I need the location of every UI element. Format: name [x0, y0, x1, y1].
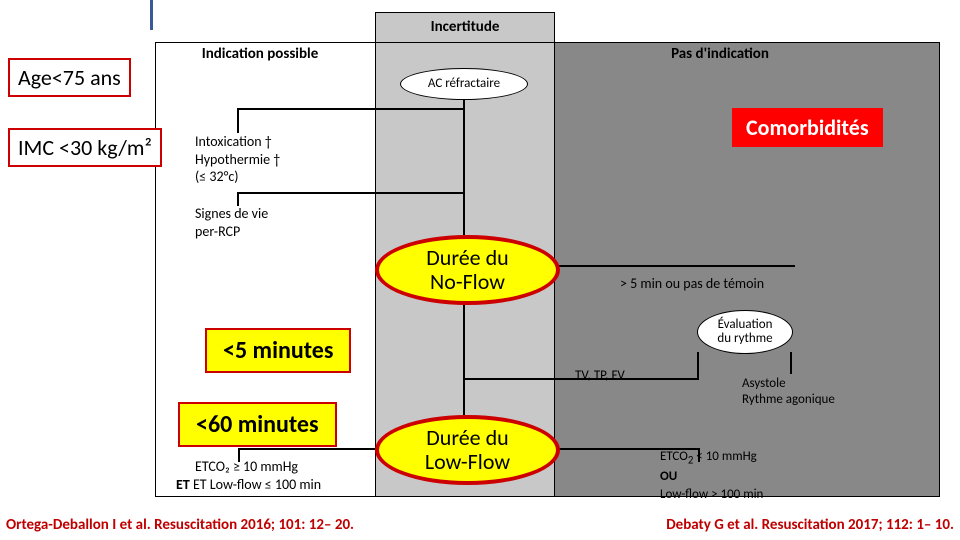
box-imc: IMC <30 kg/m²: [8, 128, 162, 167]
arrow-vertical-main: [463, 100, 465, 235]
arrow-vertical-2: [463, 300, 465, 415]
box-lt5min-label: <5 minutes: [223, 336, 333, 365]
node-ac-refractaire: AC réfractaire: [400, 68, 528, 100]
box-imc-label: IMC <30 kg/m²: [18, 134, 152, 161]
arrow-eval-down-right: [790, 352, 792, 374]
highlight-lowflow: Durée du Low-Flow: [375, 415, 560, 485]
column-header-no-indication: Pas d'indication: [580, 45, 860, 63]
box-comorbidites-label: Comorbidités: [746, 114, 869, 141]
box-lt5min: <5 minutes: [205, 328, 351, 373]
text-signes: Signes de vie per-RCP: [195, 205, 268, 240]
arrow-left-drop-2: [237, 192, 239, 206]
text-intoxication: Intoxication † Hypothermie † (≤ 32°c): [195, 133, 280, 186]
node-ac-refractaire-label: AC réfractaire: [428, 77, 500, 91]
box-age: Age<75 ans: [8, 58, 131, 97]
text-et-lowflow: ET ET Low-flow ≤ 100 min: [176, 476, 321, 494]
text-etco2-lt: ETCO2 < 10 mmHgOULow-flow > 100 min: [660, 448, 763, 503]
arrow-horizontal-1: [237, 108, 465, 110]
text-tv-tp-fv: TV, TP, FV: [575, 368, 625, 384]
text-etco2-ge: ETCO₂ ≥ 10 mmHg: [195, 458, 298, 476]
node-eval-rythme-label: Évaluation du rythme: [717, 318, 772, 347]
arrow-lowflow-left: [238, 448, 388, 450]
citation-left: Ortega-Deballon I et al. Resuscitation 2…: [6, 516, 354, 534]
column-header-possible: Indication possible: [165, 45, 355, 63]
text-asystole: Asystole Rythme agonique: [742, 376, 835, 409]
arrow-gt5min: [540, 265, 795, 267]
column-header-incertitude: Incertitude: [385, 18, 545, 36]
arrow-left-drop-1: [237, 108, 239, 133]
highlight-noflow-label: Durée du No-Flow: [426, 246, 508, 294]
decorative-bar: [150, 0, 153, 30]
arrow-horizontal-2: [237, 192, 465, 194]
box-comorbidites: Comorbidités: [732, 108, 883, 147]
box-lt60min-label: <60 minutes: [196, 410, 319, 439]
highlight-lowflow-label: Durée du Low-Flow: [425, 426, 510, 474]
arrow-eval-down-left: [697, 352, 699, 380]
text-et-lowflow-val: ET Low-flow ≤ 100 min: [193, 476, 321, 493]
node-eval-rythme: Évaluation du rythme: [697, 310, 793, 354]
citation-right: Debaty G et al. Resuscitation 2017; 112:…: [666, 516, 954, 534]
highlight-noflow: Durée du No-Flow: [375, 235, 560, 305]
text-gt5min: > 5 min ou pas de témoin: [620, 275, 764, 293]
box-lt60min: <60 minutes: [178, 402, 337, 447]
box-age-label: Age<75 ans: [18, 64, 121, 91]
